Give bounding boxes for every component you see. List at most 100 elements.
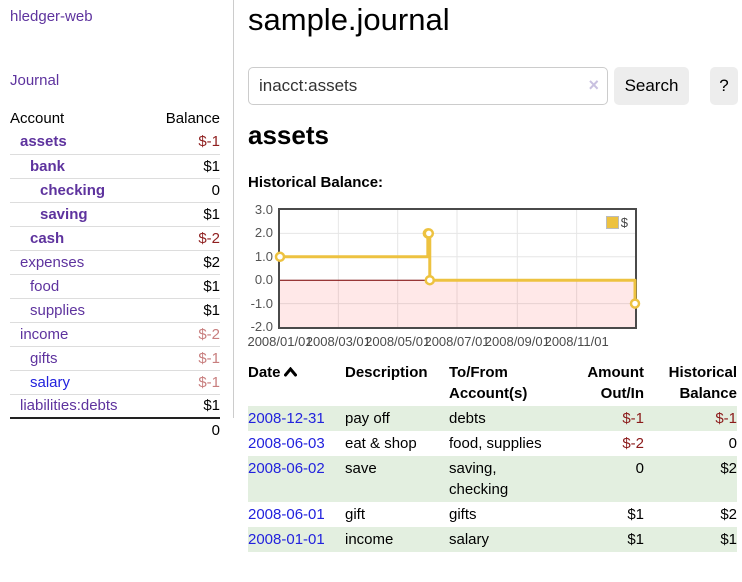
- table-row[interactable]: 2008-12-31 pay off debts $-1 $-1: [248, 406, 737, 431]
- tx-amount: $-2: [622, 435, 644, 452]
- account-balance: $2: [149, 249, 220, 274]
- tx-accounts: gifts: [449, 506, 477, 523]
- account-link[interactable]: saving: [40, 205, 88, 223]
- clear-search-icon[interactable]: ×: [588, 75, 599, 95]
- sidebar: hledger-web Journal Account Balance asse…: [0, 0, 233, 582]
- account-link[interactable]: income: [20, 325, 69, 343]
- historical-balance-chart: 3.0 2.0 1.0 0.0 -1.0 -2.0 $ 2008/01/01 2008/03…: [233, 198, 742, 349]
- tx-description: save: [345, 460, 377, 477]
- sort-asc-icon: [283, 362, 297, 383]
- account-balance: 0: [149, 177, 220, 202]
- tx-description: gift: [345, 506, 366, 523]
- app-title-link[interactable]: hledger-web: [10, 8, 93, 25]
- account-row: expenses $2: [10, 249, 220, 274]
- tx-date-link[interactable]: 2008-06-02: [248, 460, 325, 477]
- accounts-table-header: Account Balance: [10, 106, 220, 130]
- col-header-balance: Historical Balance: [668, 364, 737, 402]
- register-body: 2008-12-31 pay off debts $-1 $-1 2008-06-03 ea…: [248, 406, 737, 552]
- x-axis-tick-label: 2008/09/01: [484, 334, 550, 349]
- tx-date-link[interactable]: 2008-06-01: [248, 506, 325, 523]
- x-axis-tick-label: 2008/03/01: [305, 334, 371, 349]
- account-balance: $1: [149, 273, 220, 298]
- account-balance: $-1: [149, 369, 220, 394]
- table-row[interactable]: 2008-01-01 income salary $1 $1: [248, 527, 737, 552]
- account-row: income $-2: [10, 321, 220, 346]
- account-link[interactable]: assets: [20, 133, 67, 151]
- account-row: supplies $1: [10, 297, 220, 322]
- tx-balance: 0: [728, 435, 737, 452]
- register-header-row: Date Description To/From Account(s) Amoun…: [248, 360, 737, 406]
- tx-date-link[interactable]: 2008-12-31: [248, 410, 325, 427]
- chart-legend: $: [603, 214, 630, 231]
- account-row: salary $-1: [10, 369, 220, 394]
- account-row: checking 0: [10, 177, 220, 202]
- account-link[interactable]: gifts: [30, 349, 58, 367]
- table-row[interactable]: 2008-06-02 save saving, checking 0 $2: [248, 456, 737, 502]
- x-axis-tick-label: 2008/01/01: [247, 334, 313, 349]
- date-header-label: Date: [248, 364, 281, 381]
- tx-balance: $-1: [715, 410, 737, 427]
- account-row: food $1: [10, 273, 220, 298]
- account-row: saving $1: [10, 201, 220, 226]
- y-axis-tick-label: -2.0: [250, 319, 273, 334]
- tx-description: income: [345, 531, 394, 548]
- main-content: sample.journal × Search ? assets Histori…: [233, 0, 742, 582]
- account-link[interactable]: liabilities:debts: [20, 397, 118, 415]
- search-button[interactable]: Search: [614, 67, 689, 105]
- sidebar-item-journal[interactable]: Journal: [10, 72, 60, 89]
- tx-balance: $2: [720, 460, 737, 477]
- accounts-total-row: 0: [10, 417, 220, 442]
- account-heading: assets: [248, 120, 329, 150]
- search-input[interactable]: [248, 67, 608, 105]
- x-axis-tick-label: 2008/07/01: [424, 334, 490, 349]
- tx-balance: $1: [720, 531, 737, 548]
- col-header-amount: Amount Out/In: [587, 364, 644, 402]
- tx-accounts: food, supplies: [449, 435, 542, 452]
- account-link[interactable]: cash: [30, 229, 65, 247]
- account-row: assets $-1: [10, 130, 220, 154]
- tx-balance: $2: [720, 506, 737, 523]
- chart-plot-area: $: [274, 208, 641, 329]
- tx-accounts: debts: [449, 410, 486, 427]
- account-balance: $1: [149, 201, 220, 226]
- y-axis-tick-label: 3.0: [254, 202, 273, 217]
- balance-column-header: Balance: [165, 109, 220, 127]
- chart-svg: [274, 210, 641, 327]
- tx-amount: $1: [627, 531, 644, 548]
- col-header-description: Description: [345, 364, 428, 381]
- col-header-date[interactable]: Date: [248, 360, 345, 406]
- account-row: bank $1: [10, 153, 220, 178]
- y-axis-tick-label: 0.0: [254, 272, 273, 288]
- tx-date-link[interactable]: 2008-01-01: [248, 531, 325, 548]
- help-button[interactable]: ?: [710, 67, 738, 105]
- account-balance: $-2: [149, 225, 220, 250]
- y-axis-tick-label: 2.0: [254, 225, 273, 241]
- table-row[interactable]: 2008-06-03 eat & shop food, supplies $-2 0: [248, 431, 737, 456]
- account-balance: $1: [149, 153, 220, 178]
- y-axis-tick-label: 1.0: [254, 248, 273, 264]
- x-axis-tick-label: 2008/11/01: [544, 334, 609, 349]
- legend-label: $: [620, 215, 628, 230]
- table-row[interactable]: 2008-06-01 gift gifts $1 $2: [248, 502, 737, 527]
- account-link[interactable]: food: [30, 277, 60, 295]
- accounts-total-value: 0: [149, 417, 220, 442]
- account-balance: $1: [149, 393, 220, 418]
- account-balance: $-2: [149, 321, 220, 346]
- legend-swatch-icon: [605, 216, 619, 229]
- tx-amount: 0: [635, 460, 644, 477]
- tx-date-link[interactable]: 2008-06-03: [248, 435, 325, 452]
- account-link[interactable]: bank: [30, 157, 66, 175]
- account-link[interactable]: supplies: [30, 301, 86, 319]
- account-link[interactable]: salary: [30, 373, 71, 391]
- y-axis-tick-label: -1.0: [250, 295, 273, 311]
- x-axis-tick-label: 2008/05/01: [365, 334, 431, 349]
- account-link[interactable]: checking: [40, 181, 106, 199]
- account-link[interactable]: expenses: [20, 253, 85, 271]
- accounts-table: Account Balance assets $-1 bank $1 checking 0…: [10, 106, 220, 442]
- tx-amount: $-1: [622, 410, 644, 427]
- chart-title: Historical Balance:: [248, 174, 384, 191]
- tx-accounts: saving, checking: [449, 460, 509, 498]
- sidebar-divider: [233, 0, 234, 418]
- account-row: cash $-2: [10, 225, 220, 250]
- account-balance: $-1: [149, 345, 220, 370]
